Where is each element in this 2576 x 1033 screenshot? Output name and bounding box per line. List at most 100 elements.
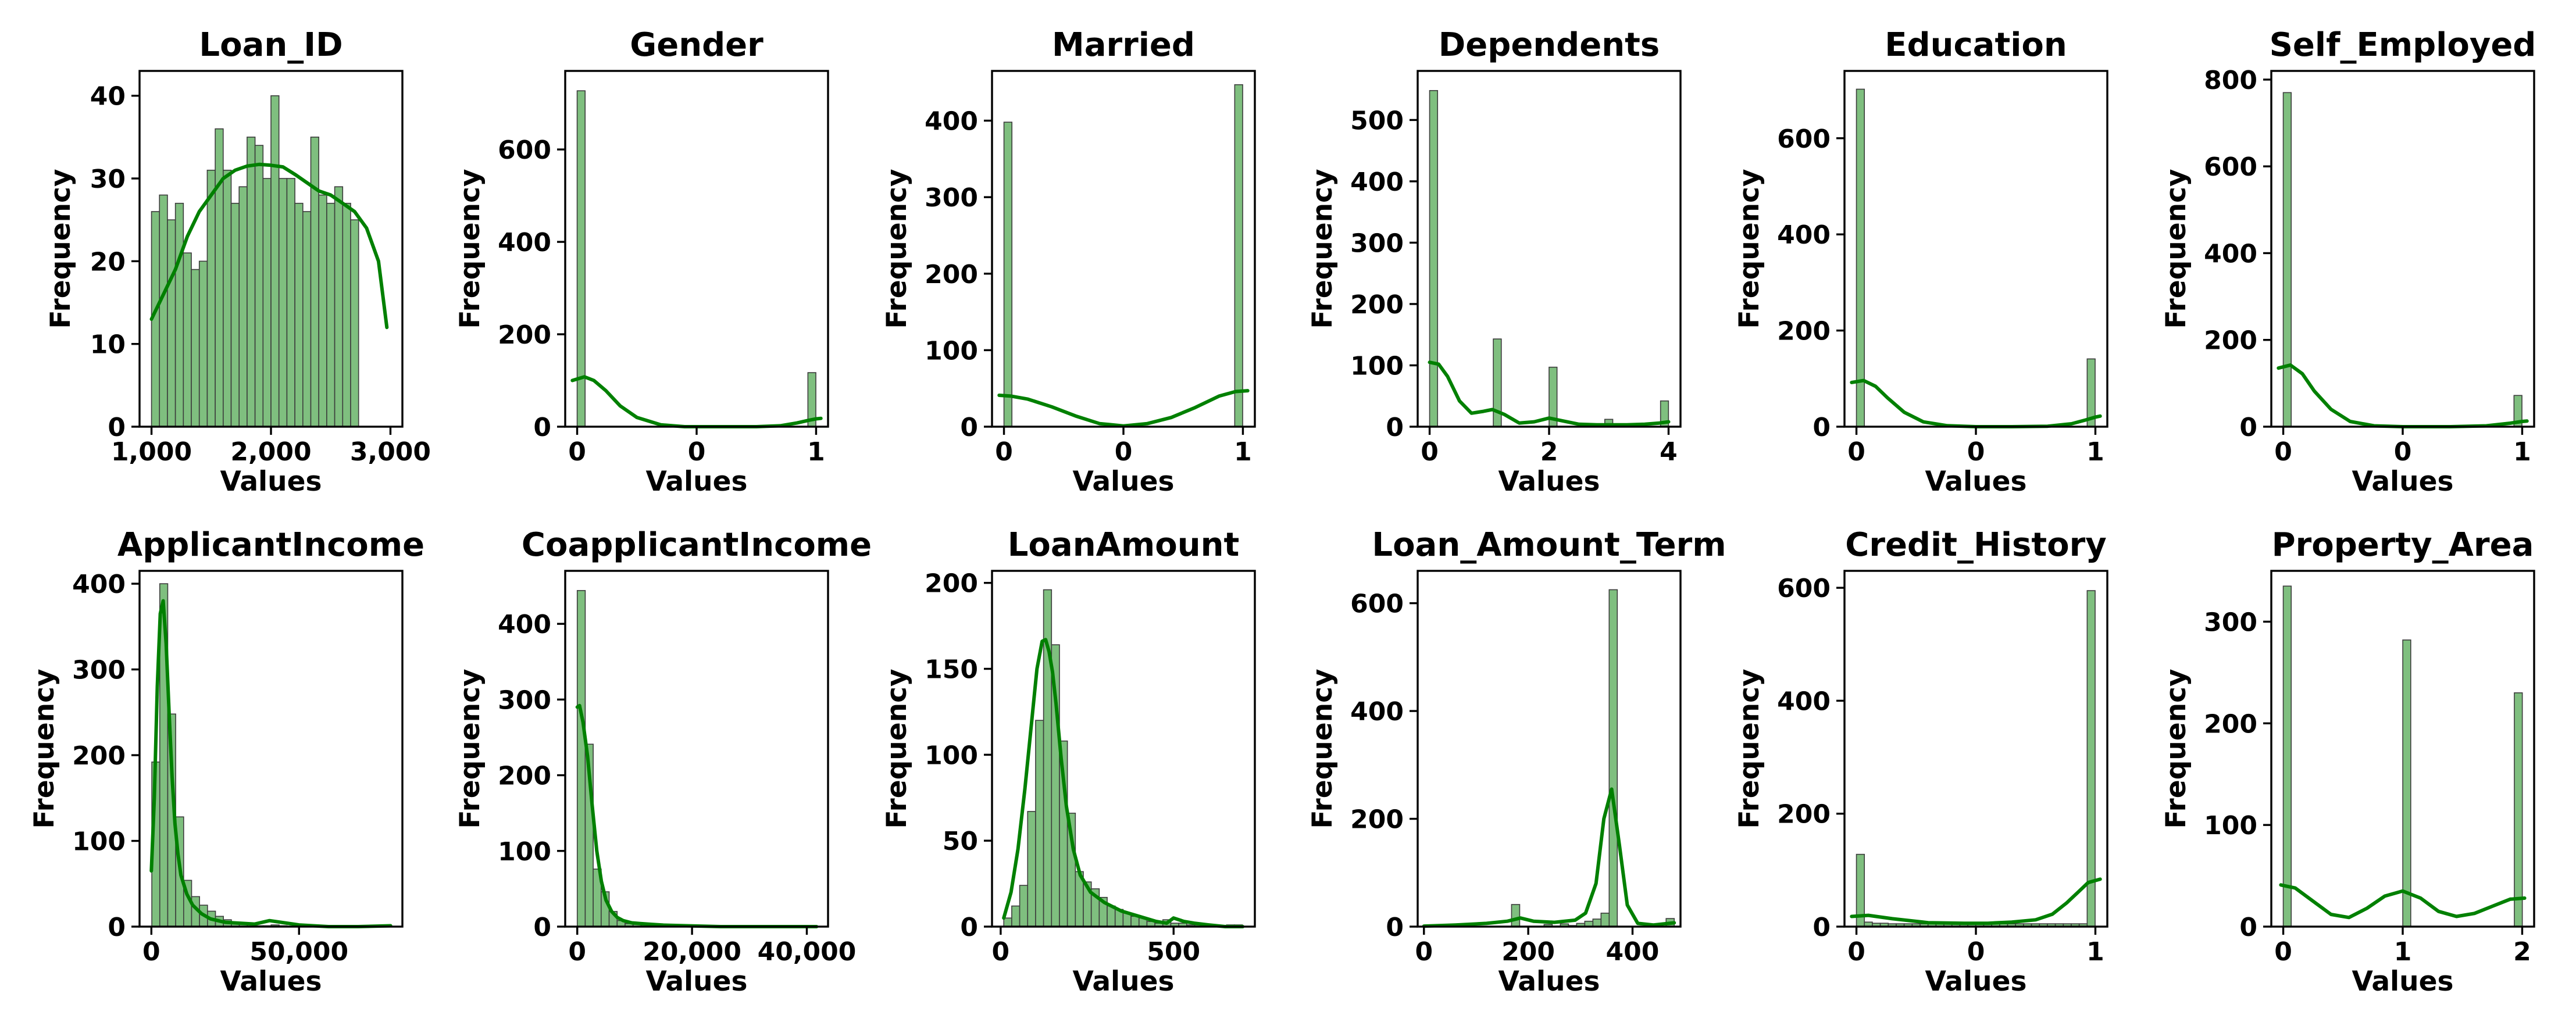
kde-line <box>575 703 819 928</box>
y-axis-label: Frequency <box>1733 669 1765 828</box>
y-tick-label: 50 <box>943 827 978 856</box>
y-tick-label: 200 <box>72 741 126 771</box>
histogram-bar <box>1011 905 1021 927</box>
x-tick-label: 20,000 <box>643 937 741 967</box>
y-tick-label: 400 <box>72 570 126 599</box>
subplot-title: Gender <box>630 26 763 64</box>
kde-line <box>2279 883 2527 920</box>
subplot-title: Dependents <box>1439 26 1660 64</box>
histogram-bar <box>2086 590 2096 927</box>
x-axis-label: Values <box>220 966 322 998</box>
y-tick-label: 200 <box>925 260 978 289</box>
y-tick-label: 600 <box>1777 574 1831 603</box>
x-tick-label: 0 <box>2394 437 2412 467</box>
x-tick-label: 3,000 <box>350 437 431 467</box>
y-tick-label: 150 <box>925 655 978 685</box>
histogram-bar <box>302 211 312 427</box>
histogram-bar <box>278 178 288 427</box>
y-tick-label: 100 <box>72 827 126 857</box>
kde-line <box>1428 360 1671 427</box>
x-tick-label: 1 <box>1234 437 1252 467</box>
x-axis-label: Values <box>220 466 322 498</box>
histogram-bar <box>262 178 272 427</box>
x-axis-label: Values <box>646 466 748 498</box>
y-tick-label: 200 <box>1350 290 1404 320</box>
y-tick-label: 0 <box>960 913 978 942</box>
y-tick-label: 400 <box>1777 220 1831 250</box>
histogram-bar <box>1027 811 1036 927</box>
y-tick-label: 10 <box>90 330 126 360</box>
kde-line <box>149 599 393 928</box>
plot-frame <box>138 570 404 928</box>
y-axis-label: Frequency <box>454 169 486 328</box>
x-axis-label: Values <box>1073 466 1175 498</box>
subplot-dependents: 0 2 4 0 100 200 300 400 500 Dependents Values Frequ… <box>1307 26 1682 498</box>
histogram-bar <box>1234 84 1243 427</box>
histogram-bar <box>230 202 240 427</box>
y-tick-label: 400 <box>925 107 978 137</box>
x-axis-label: Values <box>1498 466 1600 498</box>
y-axis-label: Frequency <box>1307 669 1339 828</box>
y-axis-label: Frequency <box>454 669 486 828</box>
x-axis-label: Values <box>1498 966 1600 998</box>
y-tick-label: 0 <box>108 413 126 442</box>
histogram-bar <box>1856 88 1865 427</box>
histogram-bar <box>286 178 295 427</box>
y-tick-label: 200 <box>498 762 551 791</box>
histogram-bar <box>198 260 208 427</box>
y-tick-label: 20 <box>90 247 126 277</box>
subplot-title: Loan_Amount_Term <box>1372 526 1726 564</box>
subplot-title: Self_Employed <box>2270 26 2536 64</box>
y-tick-label: 300 <box>2204 607 2257 637</box>
y-tick-label: 200 <box>2204 709 2257 739</box>
x-tick-label: 2 <box>2513 937 2531 967</box>
y-tick-label: 500 <box>1350 106 1404 135</box>
x-tick-label: 2 <box>1540 437 1558 467</box>
y-tick-label: 30 <box>90 165 126 194</box>
histogram-bar <box>1608 589 1618 927</box>
y-tick-label: 400 <box>1350 697 1404 727</box>
x-tick-label: 40,000 <box>758 937 857 967</box>
y-tick-label: 600 <box>1777 124 1831 154</box>
kde-line <box>997 389 1250 428</box>
subplot-credit-history: 0 0 10200400600Credit_HistoryValuesFrequen… <box>1733 526 2108 998</box>
x-tick-label: 0 <box>2274 437 2292 467</box>
histogram-bar <box>223 169 232 427</box>
x-tick-label: 0 <box>688 437 706 467</box>
subplot-title: CoapplicantIncome <box>522 526 872 564</box>
x-axis-label: Values <box>1925 466 2027 498</box>
y-axis-label: Frequency <box>1307 169 1339 328</box>
histogram-bar <box>167 219 176 427</box>
plot-frame <box>1843 570 2108 928</box>
y-tick-label: 100 <box>2204 811 2257 841</box>
plot-frame <box>991 570 1256 928</box>
y-axis-label: Frequency <box>28 669 60 828</box>
x-tick-label: 200 <box>1501 937 1555 967</box>
histogram-bar <box>2514 692 2523 927</box>
y-tick-label: 200 <box>498 320 551 350</box>
x-tick-label: 1 <box>2086 937 2104 967</box>
subplot-title: Married <box>1052 26 1195 64</box>
x-tick-label: 1,000 <box>111 437 192 467</box>
kde-line <box>1002 638 1245 928</box>
x-tick-label: 0 <box>1847 437 1865 467</box>
histogram-bar <box>191 269 200 427</box>
histogram-bar <box>1600 913 1610 927</box>
x-tick-label: 500 <box>1147 937 1200 967</box>
kde-line <box>149 162 389 330</box>
subplot-title: ApplicantIncome <box>117 526 424 564</box>
y-tick-label: 400 <box>1777 687 1831 716</box>
x-tick-label: 0 <box>992 937 1010 967</box>
histogram-bar <box>1429 90 1439 427</box>
y-tick-label: 200 <box>1777 800 1831 830</box>
plot-frame <box>564 70 829 428</box>
histogram-bar <box>1511 904 1521 927</box>
y-tick-label: 300 <box>925 183 978 213</box>
y-axis-label: Frequency <box>45 169 77 328</box>
y-tick-label: 800 <box>2204 66 2257 95</box>
subplot-title: Education <box>1885 26 2067 64</box>
x-axis-label: Values <box>1073 966 1175 998</box>
subplot-title: LoanAmount <box>1008 526 1239 564</box>
